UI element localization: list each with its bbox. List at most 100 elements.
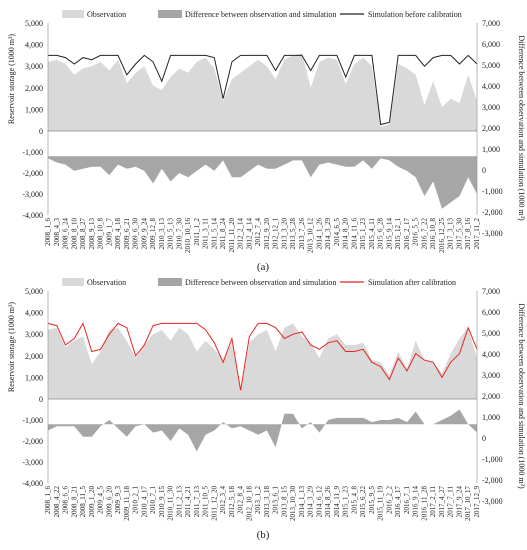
x-tick-label: 2008_6_6 <box>62 486 70 515</box>
x-tick-label: 2013_10_12 <box>307 218 315 254</box>
x-tick-label: 2010_5_13 <box>167 218 175 250</box>
y-axis-title-left: Reservoir storage (1000 m³) <box>7 34 16 124</box>
x-tick-label: 2008_10_8 <box>97 218 105 250</box>
x-tick-label: 2014_3_29 <box>307 486 315 518</box>
x-tick-label: 2010_2_1 <box>132 486 140 515</box>
x-tick-label: 2012_7_4 <box>254 218 262 247</box>
x-tick-label: 2009_11_18 <box>123 486 131 521</box>
x-tick-label: 2016_5_5 <box>412 218 420 247</box>
observation-area <box>48 323 477 399</box>
x-tick-label: 2017_11_2 <box>473 218 481 250</box>
x-tick-label: 2014_11_6 <box>350 218 358 250</box>
legend: Observation Difference between observatio… <box>62 278 456 287</box>
x-tick-label: 2009_4_18 <box>114 218 122 250</box>
x-tick-label: 2013_8_15 <box>280 486 288 518</box>
x-tick-label: 2016_11_28 <box>420 486 428 521</box>
legend-label-simulation: Simulation before calibration <box>368 10 462 19</box>
simulation-line <box>48 54 478 126</box>
left-tick-label: 3,000 <box>25 330 43 339</box>
x-tick-label: 2013_3_20 <box>280 218 288 250</box>
x-tick-label: 2009_4_5 <box>97 486 105 515</box>
x-tick-label: 2015_1_23 <box>342 486 350 518</box>
observation-area <box>48 53 477 132</box>
x-tick-label: 2017_10_17 <box>464 486 472 522</box>
x-tick-label: 2014_6_12 <box>315 486 323 518</box>
y-axis-title-left: Reservoir storage (1000 m³) <box>7 302 16 392</box>
legend: Observation Difference between observatio… <box>62 10 462 19</box>
x-tick-label: 2011_12_20 <box>210 486 218 521</box>
x-tick-label: 2017_7_11 <box>447 486 455 518</box>
x-tick-label: 2008_4_3 <box>53 218 61 247</box>
left-tick-label: -2,000 <box>22 437 43 446</box>
x-tick-label: 2008_8_27 <box>79 218 87 250</box>
x-tick-label: 2015_11_19 <box>377 486 385 521</box>
right-tick-label: 0 <box>482 434 486 443</box>
y-axis-title-right: Difference between observation and simul… <box>517 303 526 489</box>
x-tick-label: 2012_4_14 <box>245 218 253 250</box>
difference-area <box>48 156 477 209</box>
x-tick-label: 2014_3_29 <box>324 218 332 250</box>
simulation-line <box>47 322 478 391</box>
left-tick-label: -3,000 <box>22 458 43 467</box>
x-tick-label: 2009_9_3 <box>114 486 122 515</box>
x-tick-label: 2016_4_17 <box>394 486 402 518</box>
right-tick-label: -1,000 <box>482 455 503 464</box>
left-tick-label: 4,000 <box>25 309 43 318</box>
right-tick-label: 4,000 <box>482 350 500 359</box>
x-tick-label: 2009_12_8 <box>149 218 157 250</box>
x-tick-label: 2011_3_11 <box>202 218 210 249</box>
right-tick-label: -1,000 <box>482 187 503 196</box>
x-tick-label: 2008_1_6 <box>44 218 52 247</box>
right-tick-label: 3,000 <box>482 103 500 112</box>
left-tick-label: 2,000 <box>25 84 43 93</box>
right-tick-label: 5,000 <box>482 61 500 70</box>
x-tick-label: 2011_5_14 <box>210 218 218 250</box>
x-tick-label: 2014_1_13 <box>298 486 306 518</box>
left-tick-label: 5,000 <box>25 19 43 28</box>
x-tick-label: 2015_12_1 <box>394 218 402 250</box>
legend-label-observation: Observation <box>87 278 126 287</box>
difference-area <box>48 409 477 452</box>
right-tick-label: 3,000 <box>482 371 500 380</box>
x-tick-label: 2008_9_13 <box>88 218 96 250</box>
left-tick-label: -4,000 <box>22 211 43 220</box>
panel-b: 5,000 4,000 3,000 2,000 1,000 0 -1,000 -2,000 -3… <box>7 278 526 541</box>
x-tick-label: 2011_7_13 <box>193 486 201 518</box>
legend-label-difference: Difference between observation and simul… <box>185 278 336 287</box>
right-tick-label: -2,000 <box>482 208 503 217</box>
x-tick-label: 2013_7_26 <box>298 218 306 250</box>
right-tick-label: 0 <box>482 166 486 175</box>
x-tick-label: 2017_9_24 <box>455 486 463 518</box>
x-tick-label: 2012_2_14 <box>237 218 245 250</box>
x-tick-label: 2016_2_2 <box>385 486 393 515</box>
x-tick-label: 2010_4_17 <box>140 486 148 518</box>
x-tick-label: 2015_4_11 <box>368 218 376 250</box>
x-tick-label: 2011_10_5 <box>202 486 210 518</box>
left-tick-label: 5,000 <box>25 287 43 296</box>
right-tick-label: -2,000 <box>482 476 503 485</box>
x-tick-label: 2016_7_1 <box>403 486 411 515</box>
right-tick-label: 2,000 <box>482 392 500 401</box>
x-tick-label: 2010_9_15 <box>158 486 166 518</box>
x-tick-label: 2017_12_9 <box>473 486 481 518</box>
x-tick-label: 2008_6_24 <box>62 218 70 250</box>
x-tick-label: 2017_8_16 <box>464 218 472 250</box>
x-tick-label: 2013_1_2 <box>254 486 262 515</box>
legend-label-observation: Observation <box>87 10 126 19</box>
left-tick-label: -1,000 <box>22 148 43 157</box>
left-tick-label: 2,000 <box>25 352 43 361</box>
panel-label: (b) <box>257 529 270 541</box>
x-tick-label: 2008_11_5 <box>79 486 87 518</box>
x-tick-label: 2009_6_30 <box>132 218 140 250</box>
right-tick-label: 1,000 <box>482 413 500 422</box>
legend-label-simulation: Simulation after calibration <box>368 278 456 287</box>
x-tick-label: 2010_10_16 <box>184 218 192 254</box>
legend-swatch-observation <box>62 278 84 286</box>
left-tick-label: 0 <box>39 395 43 404</box>
left-tick-label: -3,000 <box>22 190 43 199</box>
right-tick-label: 7,000 <box>482 287 500 296</box>
x-tick-label: 2014_11_9 <box>333 486 341 518</box>
x-tick-label: 2008_4_22 <box>53 486 61 518</box>
y-axis-title-right: Difference between observation and simul… <box>517 35 526 221</box>
x-tick-label: 2009_9_24 <box>140 218 148 250</box>
